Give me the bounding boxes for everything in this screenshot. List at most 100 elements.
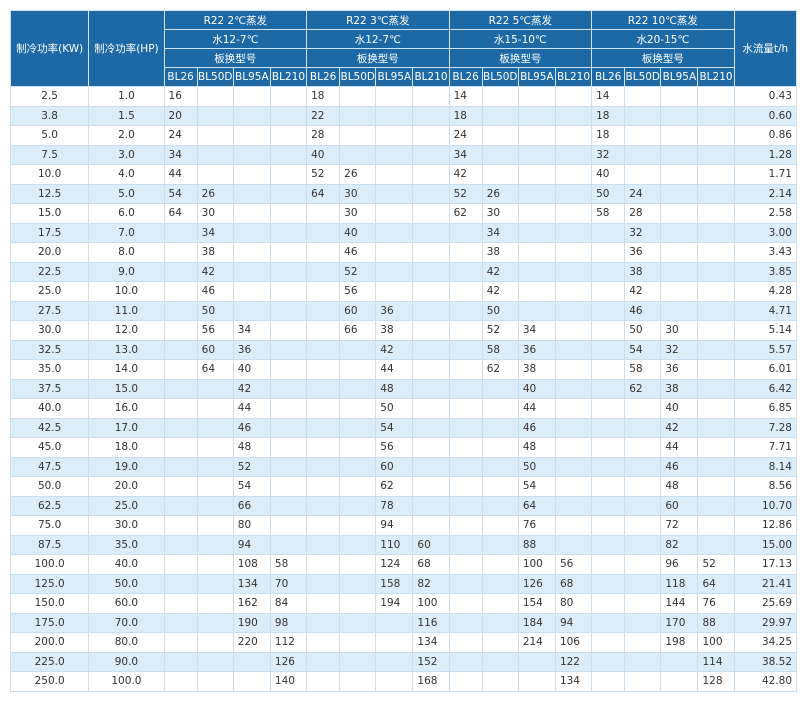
table-cell — [591, 261, 626, 282]
table-cell — [339, 125, 377, 146]
table-cell — [412, 398, 450, 419]
table-cell — [554, 437, 593, 458]
table-cell: 70.0 — [88, 612, 165, 633]
table-cell — [624, 164, 662, 185]
table-cell — [591, 593, 626, 614]
table-cell: 11.0 — [88, 300, 165, 321]
table-cell: 128 — [697, 671, 735, 692]
table-cell — [660, 105, 699, 126]
table-cell — [269, 359, 308, 380]
table-cell — [196, 612, 234, 633]
table-cell — [375, 105, 414, 126]
table-cell — [375, 183, 414, 204]
table-row: 42.5 17.0 46 54 46 42 7.28 — [9, 417, 798, 438]
table-cell: 6.0 — [88, 203, 165, 224]
table-row: 5.0 2.0 24 28 24 18 0.86 — [9, 125, 798, 146]
table-cell — [591, 242, 626, 263]
header-cell: 制冷功率(KW) — [9, 10, 90, 87]
table-cell — [697, 183, 735, 204]
table-cell: 250.0 — [9, 671, 90, 692]
table-cell: 75.0 — [9, 515, 90, 536]
table-cell — [339, 398, 377, 419]
table-cell: 3.00 — [733, 222, 798, 243]
table-cell — [481, 476, 519, 497]
table-row: 47.5 19.0 52 60 50 46 8.14 — [9, 456, 798, 477]
table-cell: 36 — [375, 300, 414, 321]
table-cell: 2.14 — [733, 183, 798, 204]
table-cell — [481, 515, 519, 536]
table-cell — [624, 554, 662, 575]
table-cell: 22.5 — [9, 261, 90, 282]
table-cell: 28 — [624, 203, 662, 224]
table-cell — [163, 320, 198, 341]
group-model: 板换型号 — [591, 48, 735, 68]
table-cell: 38 — [517, 359, 556, 380]
table-cell: 66 — [232, 495, 271, 516]
table-cell — [306, 632, 341, 653]
table-cell — [269, 164, 308, 185]
table-cell: 62 — [481, 359, 519, 380]
table-cell: 64 — [196, 359, 234, 380]
table-cell — [554, 86, 593, 107]
table-cell: 2.0 — [88, 125, 165, 146]
table-cell — [269, 515, 308, 536]
table-cell — [196, 456, 234, 477]
table-cell — [481, 573, 519, 594]
table-cell — [163, 437, 198, 458]
table-cell — [517, 203, 556, 224]
table-cell — [306, 359, 341, 380]
table-cell: 70 — [269, 573, 308, 594]
table-cell: 16 — [163, 86, 198, 107]
table-cell — [591, 222, 626, 243]
table-cell: 60 — [375, 456, 414, 477]
table-cell — [412, 515, 450, 536]
table-cell: 20.0 — [9, 242, 90, 263]
table-cell — [517, 183, 556, 204]
table-cell — [660, 242, 699, 263]
table-cell: 1.5 — [88, 105, 165, 126]
table-cell — [163, 281, 198, 302]
table-cell — [339, 651, 377, 672]
table-cell: 52 — [232, 456, 271, 477]
table-cell: 150.0 — [9, 593, 90, 614]
header-cell: 水流量t/h — [733, 10, 798, 87]
table-row: 150.0 60.0 162 84 194 100 154 80 144 76 25.69 — [9, 593, 798, 614]
table-cell: 46 — [517, 417, 556, 438]
model-name: BL95A — [660, 67, 699, 87]
table-cell: 3.85 — [733, 261, 798, 282]
table-cell: 68 — [554, 573, 593, 594]
table-cell: 15.00 — [733, 534, 798, 555]
table-cell — [554, 476, 593, 497]
table-cell — [375, 222, 414, 243]
table-cell: 5.57 — [733, 339, 798, 360]
table-cell — [697, 242, 735, 263]
table-cell — [306, 261, 341, 282]
table-row: 200.0 80.0 220 112 134 214 106 198 100 34.25 — [9, 632, 798, 653]
table-cell — [163, 242, 198, 263]
table-cell: 87.5 — [9, 534, 90, 555]
table-cell: 50 — [591, 183, 626, 204]
table-cell — [232, 222, 271, 243]
table-cell: 6.85 — [733, 398, 798, 419]
table-row: 62.5 25.0 66 78 64 60 10.70 — [9, 495, 798, 516]
table-cell: 220 — [232, 632, 271, 653]
table-cell: 36 — [232, 339, 271, 360]
table-cell — [163, 222, 198, 243]
table-cell — [339, 554, 377, 575]
table-cell: 8.0 — [88, 242, 165, 263]
table-cell: 32 — [624, 222, 662, 243]
table-cell — [554, 183, 593, 204]
table-cell: 94 — [232, 534, 271, 555]
table-cell: 27.5 — [9, 300, 90, 321]
table-cell: 88 — [697, 612, 735, 633]
table-cell — [448, 671, 483, 692]
table-cell — [517, 281, 556, 302]
table-cell — [232, 86, 271, 107]
table-cell: 80 — [232, 515, 271, 536]
table-cell — [624, 144, 662, 165]
table-cell — [554, 534, 593, 555]
table-cell: 29.97 — [733, 612, 798, 633]
table-cell — [697, 534, 735, 555]
table-cell — [412, 300, 450, 321]
table-cell — [591, 554, 626, 575]
